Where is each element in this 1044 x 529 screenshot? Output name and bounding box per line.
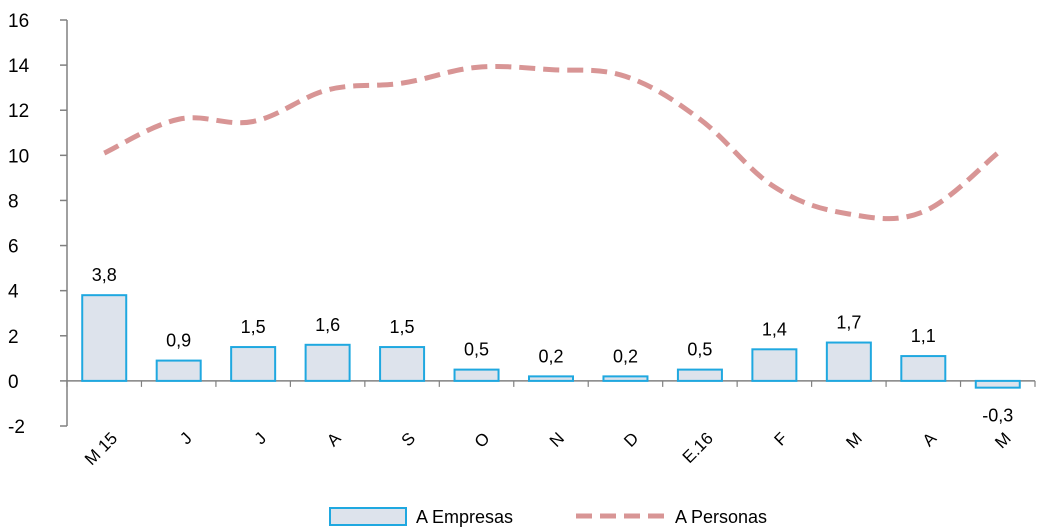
- legend-label-personas: A Personas: [675, 507, 767, 527]
- x-tick-label: J: [251, 429, 270, 448]
- bar: [676, 368, 723, 382]
- bar-data-label: 1,5: [390, 317, 415, 337]
- bar-data-label: 1,1: [911, 326, 936, 346]
- y-tick-label: 0: [8, 372, 19, 393]
- bar: [81, 294, 128, 382]
- bar-data-label: 0,5: [687, 340, 712, 360]
- bar: [453, 368, 500, 382]
- x-tick-label: J: [176, 429, 195, 448]
- bar-data-label: 1,4: [762, 319, 787, 339]
- x-tick-label: N: [546, 429, 568, 451]
- bar: [602, 375, 649, 382]
- bar-data-label: 1,6: [315, 315, 340, 335]
- bar: [230, 346, 277, 382]
- x-tick-label: D: [620, 429, 642, 451]
- bar: [974, 379, 1021, 389]
- bar-data-label: 3,8: [92, 265, 117, 285]
- x-tick-label: S: [398, 429, 419, 450]
- x-tick-label: O: [471, 429, 494, 452]
- axes: -2 0 2 4 6 8 10 12 14 16 M 15 J J A S O N D E.16 F M A M: [8, 11, 1036, 469]
- x-tick-label: M 15: [81, 429, 121, 469]
- x-tick-label: E.16: [679, 429, 717, 467]
- bar: [900, 355, 947, 382]
- y-tick-label: 6: [8, 237, 19, 258]
- bar-data-label: 0,2: [538, 346, 563, 366]
- x-tick-label: M: [842, 429, 865, 452]
- x-tick-label: A: [919, 428, 941, 450]
- bar: [528, 375, 574, 382]
- bar-data-label: 0,2: [613, 346, 638, 366]
- legend-label-empresas: A Empresas: [416, 507, 513, 527]
- y-tick-label: 4: [8, 282, 19, 303]
- data-labels: 3,8 0,9 1,5 1,6 1,5 0,5 0,2 0,2 0,5 1,4 1,7 1,1 -0,3: [92, 265, 1014, 425]
- x-tick-label: F: [771, 429, 792, 450]
- bar-data-label: 0,9: [166, 331, 191, 351]
- line-path: [103, 63, 1000, 222]
- y-tick-label: 12: [8, 101, 29, 122]
- y-tick-label: 16: [8, 11, 29, 32]
- bar-data-label: 1,7: [836, 313, 861, 333]
- y-tick-label: 14: [8, 56, 30, 77]
- bar-data-label: 1,5: [241, 317, 266, 337]
- y-tick-label: 2: [8, 327, 19, 348]
- bar-data-label: -0,3: [982, 406, 1013, 426]
- x-tick-label: M: [991, 429, 1014, 452]
- y-tick-label: 10: [8, 146, 29, 167]
- bar: [825, 341, 872, 382]
- bar: [304, 343, 351, 382]
- bar-data-label: 0,5: [464, 340, 489, 360]
- y-tick-label: 8: [8, 191, 19, 212]
- line-series: [103, 63, 1000, 222]
- bars: [81, 294, 1021, 389]
- x-tick-label: A: [323, 428, 345, 450]
- bar: [751, 348, 798, 382]
- y-tick-label: -2: [8, 417, 25, 438]
- bar: [379, 346, 426, 382]
- legend-swatch-empresas: [329, 507, 407, 526]
- legend: A Empresas A Personas: [329, 507, 767, 527]
- bar: [155, 359, 202, 382]
